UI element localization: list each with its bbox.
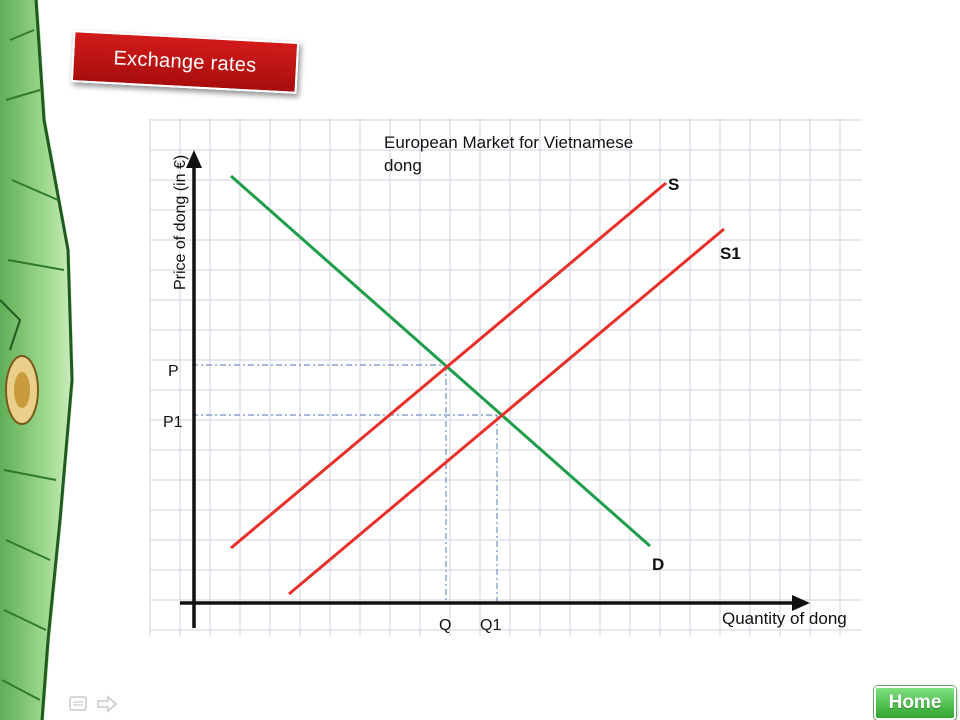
home-button[interactable]: Home <box>874 686 956 720</box>
slide-nav-icons <box>69 695 118 713</box>
supply-label: S <box>668 175 679 194</box>
notes-icon[interactable] <box>69 696 87 711</box>
grid <box>150 118 862 636</box>
quantity-label-q1: Q1 <box>480 617 501 634</box>
banknote-decoration <box>0 0 74 720</box>
quantity-label-q: Q <box>439 617 451 634</box>
diagram-title-line1: European Market for Vietnamese <box>384 133 633 152</box>
diagram-title-line2: dong <box>384 156 422 175</box>
x-axis-arrow <box>792 595 810 611</box>
x-axis-label: Quantity of dong <box>722 609 847 628</box>
demand-curve <box>230 174 651 548</box>
gridlines <box>149 118 862 636</box>
price-label-p: P <box>168 363 179 380</box>
supply-curve-s1 <box>288 227 725 596</box>
demand-label: D <box>652 555 664 574</box>
arrow-right-icon[interactable] <box>97 695 118 713</box>
supply-new-label: S1 <box>720 244 741 263</box>
y-axis-label: Price of dong (in €) <box>172 155 189 290</box>
y-axis-arrow <box>186 150 202 168</box>
price-label-p1: P1 <box>163 414 183 431</box>
supply-curve <box>230 181 667 550</box>
